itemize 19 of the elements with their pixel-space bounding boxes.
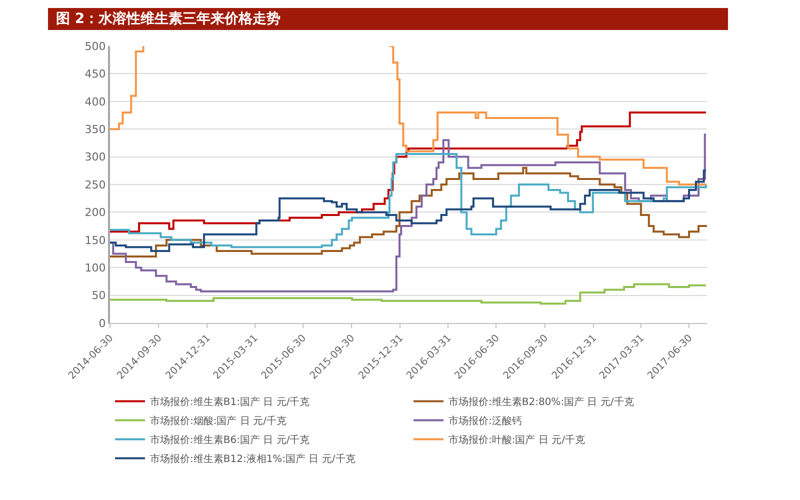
y-tick-label: 200 — [84, 206, 106, 220]
legend-label: 市场报价:烟酸:国产 日 元/千克 — [150, 415, 286, 428]
legend-label: 市场报价:维生素B6:国产 日 元/千克 — [150, 434, 310, 446]
y-tick-label: 50 — [92, 289, 106, 302]
y-tick-label: 150 — [84, 234, 106, 247]
legend-label: 市场报价:泛酸钙 — [448, 415, 522, 428]
y-tick-label: 300 — [84, 150, 106, 164]
y-tick-label: 450 — [84, 68, 106, 81]
y-tick-label: 350 — [84, 122, 106, 136]
y-tick-label: 0 — [98, 316, 106, 330]
legend-label: 市场报价:维生素B12:液相1%:国产 日 元/千克 — [150, 453, 356, 466]
legend-label: 市场报价:维生素B2:80%:国产 日 元/千克 — [448, 396, 634, 408]
chart-title: 图 2：水溶性维生素三年来价格走势 — [48, 8, 728, 30]
y-tick-label: 100 — [84, 261, 106, 274]
y-tick-label: 400 — [84, 95, 106, 108]
legend-label: 市场报价:维生素B1:国产 日 元/千克 — [150, 396, 310, 408]
legend-label: 市场报价:叶酸:国产 日 元/千克 — [448, 434, 585, 446]
y-tick-label: 500 — [84, 40, 106, 53]
y-tick-label: 250 — [84, 178, 106, 192]
